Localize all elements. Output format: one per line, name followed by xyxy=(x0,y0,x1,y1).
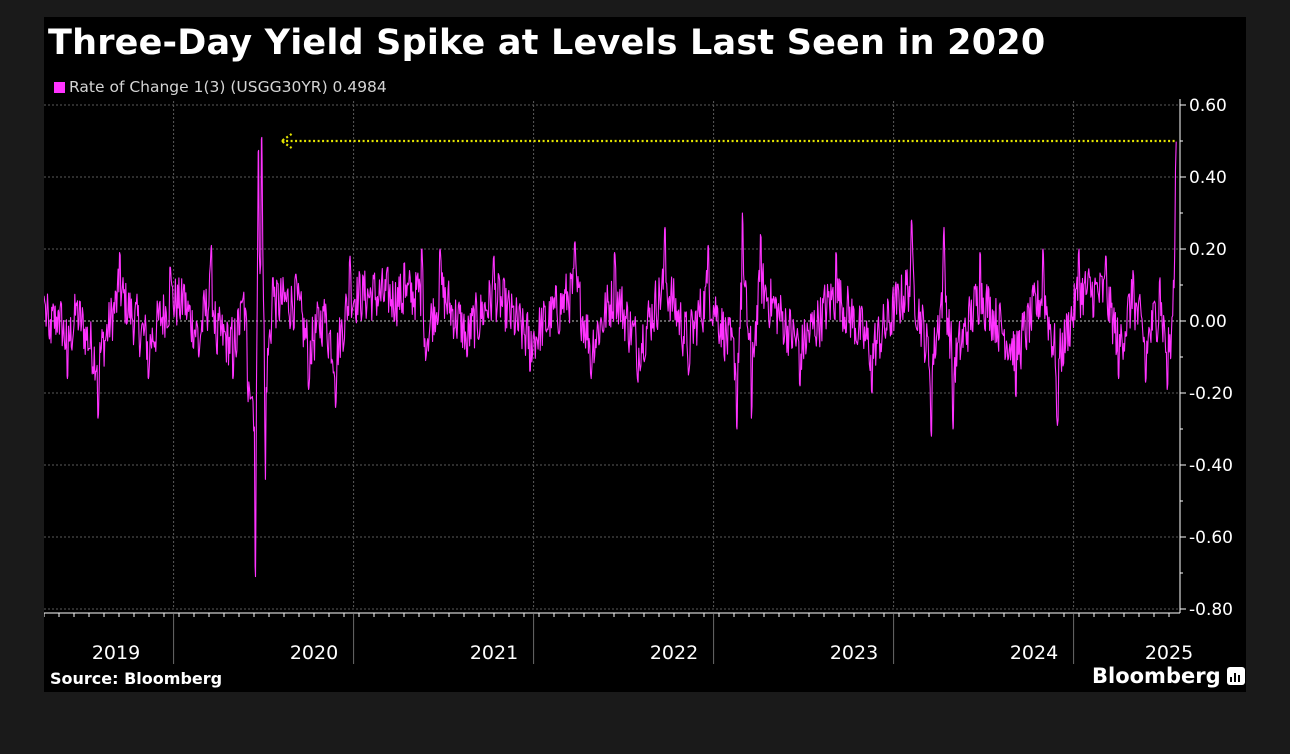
x-tick-label: 2024 xyxy=(1010,642,1058,664)
legend-swatch xyxy=(54,81,65,93)
y-tick-label: -0.80 xyxy=(1189,600,1233,620)
y-axis-ticks: 0.60 0.40 0.20 0.00 -0.20 -0.40 -0.60 -0.80 xyxy=(1180,96,1233,620)
chart-svg: 0.60 0.40 0.20 0.00 -0.20 -0.40 -0.60 -0.80 201… xyxy=(44,96,1233,664)
series-line xyxy=(44,136,1177,578)
y-tick-label: 0.20 xyxy=(1189,240,1227,260)
x-tick-label: 2020 xyxy=(290,642,338,664)
y-tick-label: -0.20 xyxy=(1189,384,1233,404)
bloomberg-logo: Bloomberg xyxy=(1092,664,1245,688)
y-tick-label: -0.40 xyxy=(1189,456,1233,476)
legend: Rate of Change 1(3) (USGG30YR) 0.4984 xyxy=(54,78,387,96)
legend-label: Rate of Change 1(3) (USGG30YR) 0.4984 xyxy=(69,78,387,96)
chart-icon xyxy=(1226,667,1245,685)
chart-title: Three-Day Yield Spike at Levels Last See… xyxy=(48,23,1046,63)
chart-panel: Three-Day Yield Spike at Levels Last See… xyxy=(44,17,1246,692)
x-tick-label: 2025 xyxy=(1145,642,1193,664)
brand-name: Bloomberg xyxy=(1092,664,1221,688)
axes xyxy=(44,99,1181,614)
annotation-group xyxy=(279,133,1177,149)
source-note: Source: Bloomberg xyxy=(50,669,223,688)
x-tick-label: 2023 xyxy=(830,642,878,664)
gridlines xyxy=(44,101,1180,610)
series-group xyxy=(44,136,1177,578)
x-tick-label: 2021 xyxy=(470,642,518,664)
y-tick-label: 0.00 xyxy=(1189,312,1227,332)
y-tick-label: 0.40 xyxy=(1189,168,1227,188)
y-tick-label: -0.60 xyxy=(1189,528,1233,548)
y-tick-label: 0.60 xyxy=(1189,96,1227,116)
x-tick-label: 2022 xyxy=(650,642,698,664)
x-tick-label: 2019 xyxy=(92,642,140,664)
x-axis-ticks: 2019 2020 2021 2022 2023 2024 2025 xyxy=(44,613,1193,664)
